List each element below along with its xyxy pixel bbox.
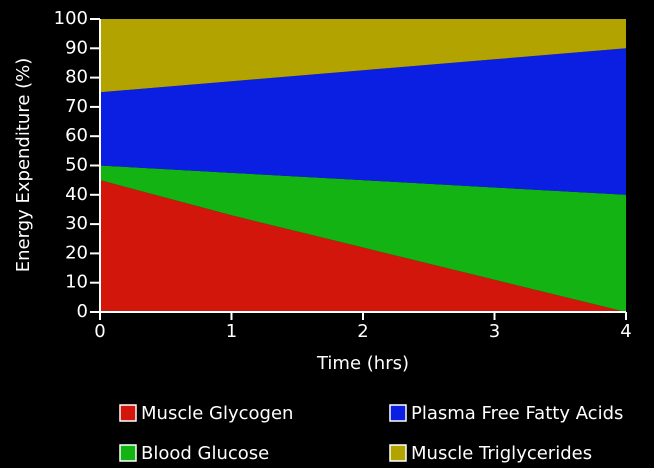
legend-swatch: [119, 404, 137, 422]
y-tick-label: 0: [77, 301, 88, 322]
x-tick-label: 2: [357, 321, 368, 342]
y-axis-label: Energy Expenditure (%): [13, 58, 34, 273]
y-tick-label: 100: [54, 8, 88, 29]
y-tick-label: 10: [65, 272, 88, 293]
y-tick-label: 90: [65, 37, 88, 58]
legend-label: Plasma Free Fatty Acids: [411, 403, 623, 424]
x-axis-label: Time (hrs): [316, 353, 409, 374]
x-tick-label: 1: [226, 321, 237, 342]
y-tick-label: 60: [65, 125, 88, 146]
y-tick-label: 20: [65, 242, 88, 263]
y-tick-label: 50: [65, 155, 88, 176]
y-tick-label: 40: [65, 184, 88, 205]
legend-label: Blood Glucose: [141, 443, 269, 464]
area: [100, 180, 626, 312]
x-tick-label: 3: [489, 321, 500, 342]
legend-label: Muscle Glycogen: [141, 403, 293, 424]
y-tick-label: 30: [65, 213, 88, 234]
legend-swatch: [389, 404, 407, 422]
legend-swatch: [389, 444, 407, 462]
area: [100, 48, 626, 195]
x-tick-label: 4: [620, 321, 631, 342]
area: [100, 19, 626, 93]
legend-swatch: [119, 444, 137, 462]
y-tick-label: 80: [65, 67, 88, 88]
x-tick-label: 0: [94, 321, 105, 342]
legend-label: Muscle Triglycerides: [411, 443, 592, 464]
area: [100, 165, 626, 312]
y-tick-label: 70: [65, 96, 88, 117]
